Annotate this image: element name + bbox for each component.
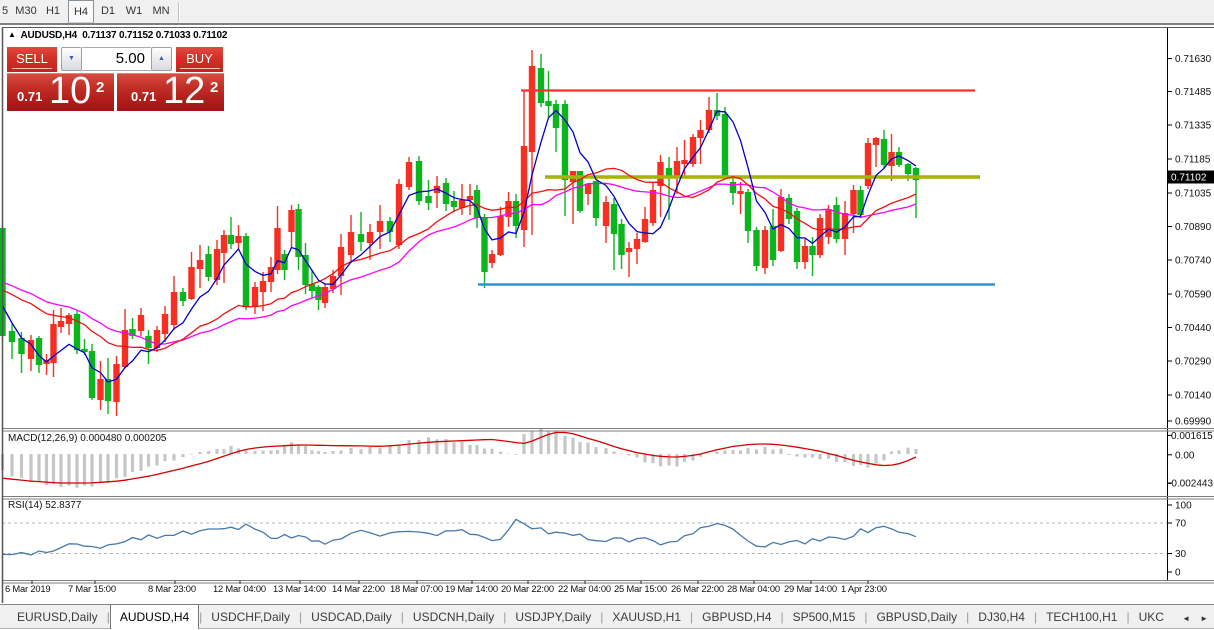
svg-text:0.70740: 0.70740	[1175, 256, 1212, 267]
svg-text:0.70140: 0.70140	[1175, 391, 1212, 402]
svg-text:RSI(14) 52.8377: RSI(14) 52.8377	[8, 500, 82, 511]
svg-text:22 Mar 04:00: 22 Mar 04:00	[558, 583, 611, 594]
svg-text:29 Mar 14:00: 29 Mar 14:00	[784, 583, 837, 594]
svg-text:0.71185: 0.71185	[1175, 155, 1211, 166]
svg-text:0.71035: 0.71035	[1175, 189, 1212, 200]
svg-text:0.00: 0.00	[1175, 450, 1195, 461]
svg-text:0: 0	[1175, 568, 1181, 579]
svg-text:0.71335: 0.71335	[1175, 121, 1212, 132]
svg-text:0.70590: 0.70590	[1175, 290, 1212, 301]
svg-text:30: 30	[1175, 549, 1187, 560]
svg-text:0.001615: 0.001615	[1171, 431, 1213, 442]
svg-text:0.71630: 0.71630	[1175, 54, 1212, 65]
svg-text:100: 100	[1175, 501, 1192, 512]
svg-text:-0.002443: -0.002443	[1168, 479, 1213, 490]
svg-text:70: 70	[1175, 519, 1187, 530]
svg-text:MACD(12,26,9) 0.000480 0.00020: MACD(12,26,9) 0.000480 0.000205	[8, 433, 167, 444]
svg-text:14 Mar 22:00: 14 Mar 22:00	[332, 583, 385, 594]
svg-text:0.70440: 0.70440	[1175, 323, 1212, 334]
svg-text:0.71102: 0.71102	[1171, 173, 1207, 184]
svg-text:19 Mar 14:00: 19 Mar 14:00	[445, 583, 498, 594]
svg-text:8 Mar 23:00: 8 Mar 23:00	[148, 583, 196, 594]
svg-text:28 Mar 04:00: 28 Mar 04:00	[727, 583, 780, 594]
svg-text:12 Mar 04:00: 12 Mar 04:00	[213, 583, 266, 594]
svg-text:6 Mar 2019: 6 Mar 2019	[5, 583, 50, 594]
svg-text:7 Mar 15:00: 7 Mar 15:00	[68, 583, 116, 594]
svg-text:20 Mar 22:00: 20 Mar 22:00	[501, 583, 554, 594]
svg-text:1 Apr 23:00: 1 Apr 23:00	[841, 583, 887, 594]
svg-text:0.70290: 0.70290	[1175, 357, 1212, 368]
svg-text:13 Mar 14:00: 13 Mar 14:00	[273, 583, 326, 594]
svg-text:0.71485: 0.71485	[1175, 87, 1212, 98]
svg-text:0.69990: 0.69990	[1175, 417, 1212, 428]
svg-text:25 Mar 15:00: 25 Mar 15:00	[614, 583, 667, 594]
svg-text:0.70890: 0.70890	[1175, 222, 1212, 233]
svg-text:26 Mar 22:00: 26 Mar 22:00	[671, 583, 724, 594]
svg-text:18 Mar 07:00: 18 Mar 07:00	[390, 583, 443, 594]
